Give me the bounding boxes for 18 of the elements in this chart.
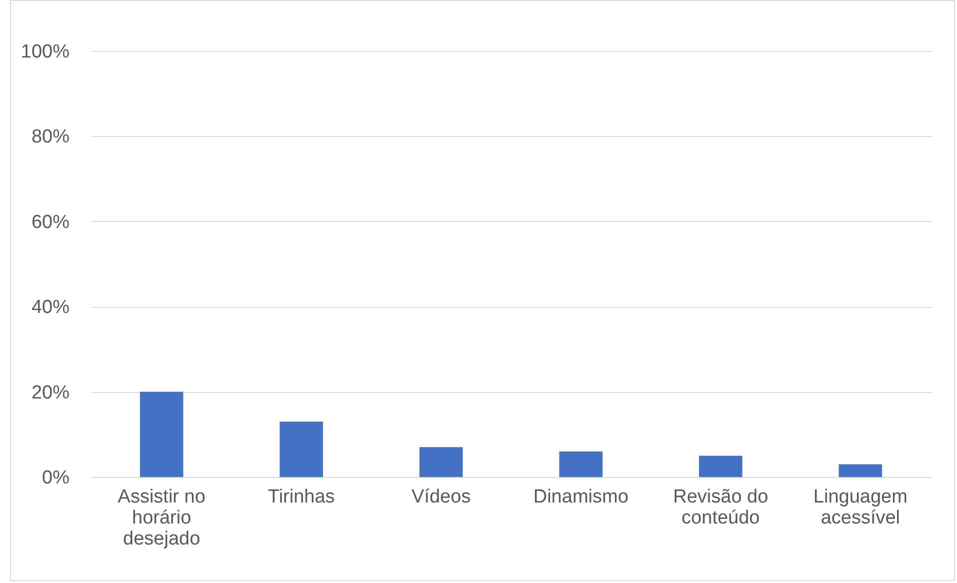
y-tick-label: 20%: [31, 382, 70, 404]
bar: [280, 422, 324, 477]
bar: [838, 464, 882, 477]
x-tick-label: Vídeos: [412, 486, 471, 508]
y-tick-label: 80%: [31, 126, 70, 148]
bar: [140, 392, 184, 477]
y-tick-label: 100%: [20, 42, 70, 62]
x-tick-label: Assistir no horário desejado: [118, 486, 206, 550]
y-tick-label: 0%: [42, 468, 70, 488]
bar: [419, 447, 463, 477]
y-tick-label: 40%: [31, 297, 70, 318]
y-tick-label: 60%: [31, 212, 70, 233]
bar: [559, 451, 603, 477]
x-tick-label: Linguagem acessível: [813, 486, 908, 528]
x-tick-label: Revisão do conteúdo: [673, 486, 768, 528]
x-tick-label: Dinamismo: [533, 486, 628, 508]
x-tick-label: Tirinhas: [268, 486, 335, 508]
bar: [698, 456, 742, 477]
